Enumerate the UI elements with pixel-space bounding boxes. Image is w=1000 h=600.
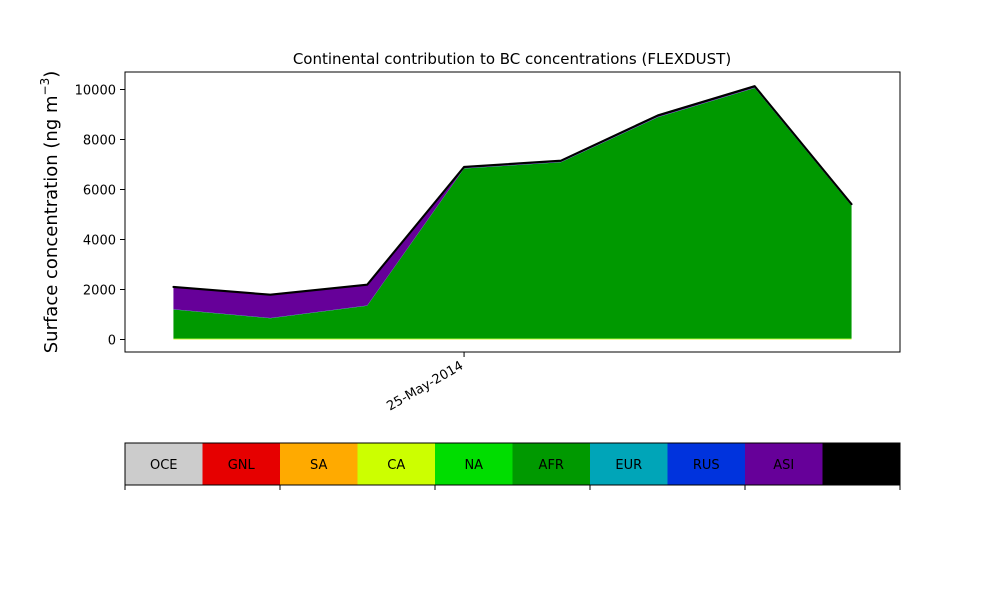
area-ca	[173, 338, 852, 340]
chart-title: Continental contribution to BC concentra…	[293, 50, 731, 68]
legend-swatch-eur	[590, 443, 668, 485]
y-tick-label: 8000	[83, 134, 116, 149]
legend-label-rus: RUS	[693, 458, 720, 473]
y-tick-label: 0	[108, 334, 116, 349]
legend-swatch-rus	[667, 443, 745, 485]
legend-swatch-na	[435, 443, 513, 485]
y-tick-label: 10000	[75, 84, 116, 99]
legend-swatch-gnl	[202, 443, 280, 485]
y-axis-label-superscript: −3	[38, 78, 52, 96]
legend-swatch-ca	[357, 443, 435, 485]
legend-swatch-afr	[512, 443, 590, 485]
legend-label-eur: EUR	[615, 458, 642, 473]
area-asi	[173, 86, 852, 318]
legend-colorbar: OCE GNL SA CA NA AFR EUR RUS ASI AUS	[124, 442, 901, 490]
legend-label-oce: OCE	[150, 458, 178, 473]
legend-swatch-oce	[125, 443, 203, 485]
legend-swatch-aus	[822, 443, 900, 485]
plot-area: 0 2000 4000 6000 8000 10000 25-May-2014	[75, 71, 901, 414]
legend-label-aus: AUS	[848, 458, 875, 473]
legend-swatch-asi	[745, 443, 823, 485]
y-tick-label: 4000	[83, 234, 116, 249]
y-axis-label-close: )	[41, 71, 62, 78]
legend-frame	[124, 442, 901, 486]
axes-frame	[124, 71, 901, 353]
x-tick-label: 25-May-2014	[384, 358, 466, 414]
area-aus	[172, 85, 853, 296]
y-axis-label: Surface concentration (ng m−3)	[38, 71, 62, 354]
y-tick-label: 6000	[83, 184, 116, 199]
y-axis-label-main: Surface concentration (ng m	[41, 95, 62, 353]
legend-label-asi: ASI	[773, 458, 794, 473]
legend-label-sa: SA	[310, 458, 327, 473]
legend-label-na: NA	[464, 458, 483, 473]
legend-label-afr: AFR	[539, 458, 564, 473]
legend-label-gnl: GNL	[228, 458, 256, 473]
legend-swatch-sa	[280, 443, 358, 485]
area-afr	[173, 88, 852, 339]
y-tick-label: 2000	[83, 284, 116, 299]
legend-label-ca: CA	[387, 458, 405, 473]
